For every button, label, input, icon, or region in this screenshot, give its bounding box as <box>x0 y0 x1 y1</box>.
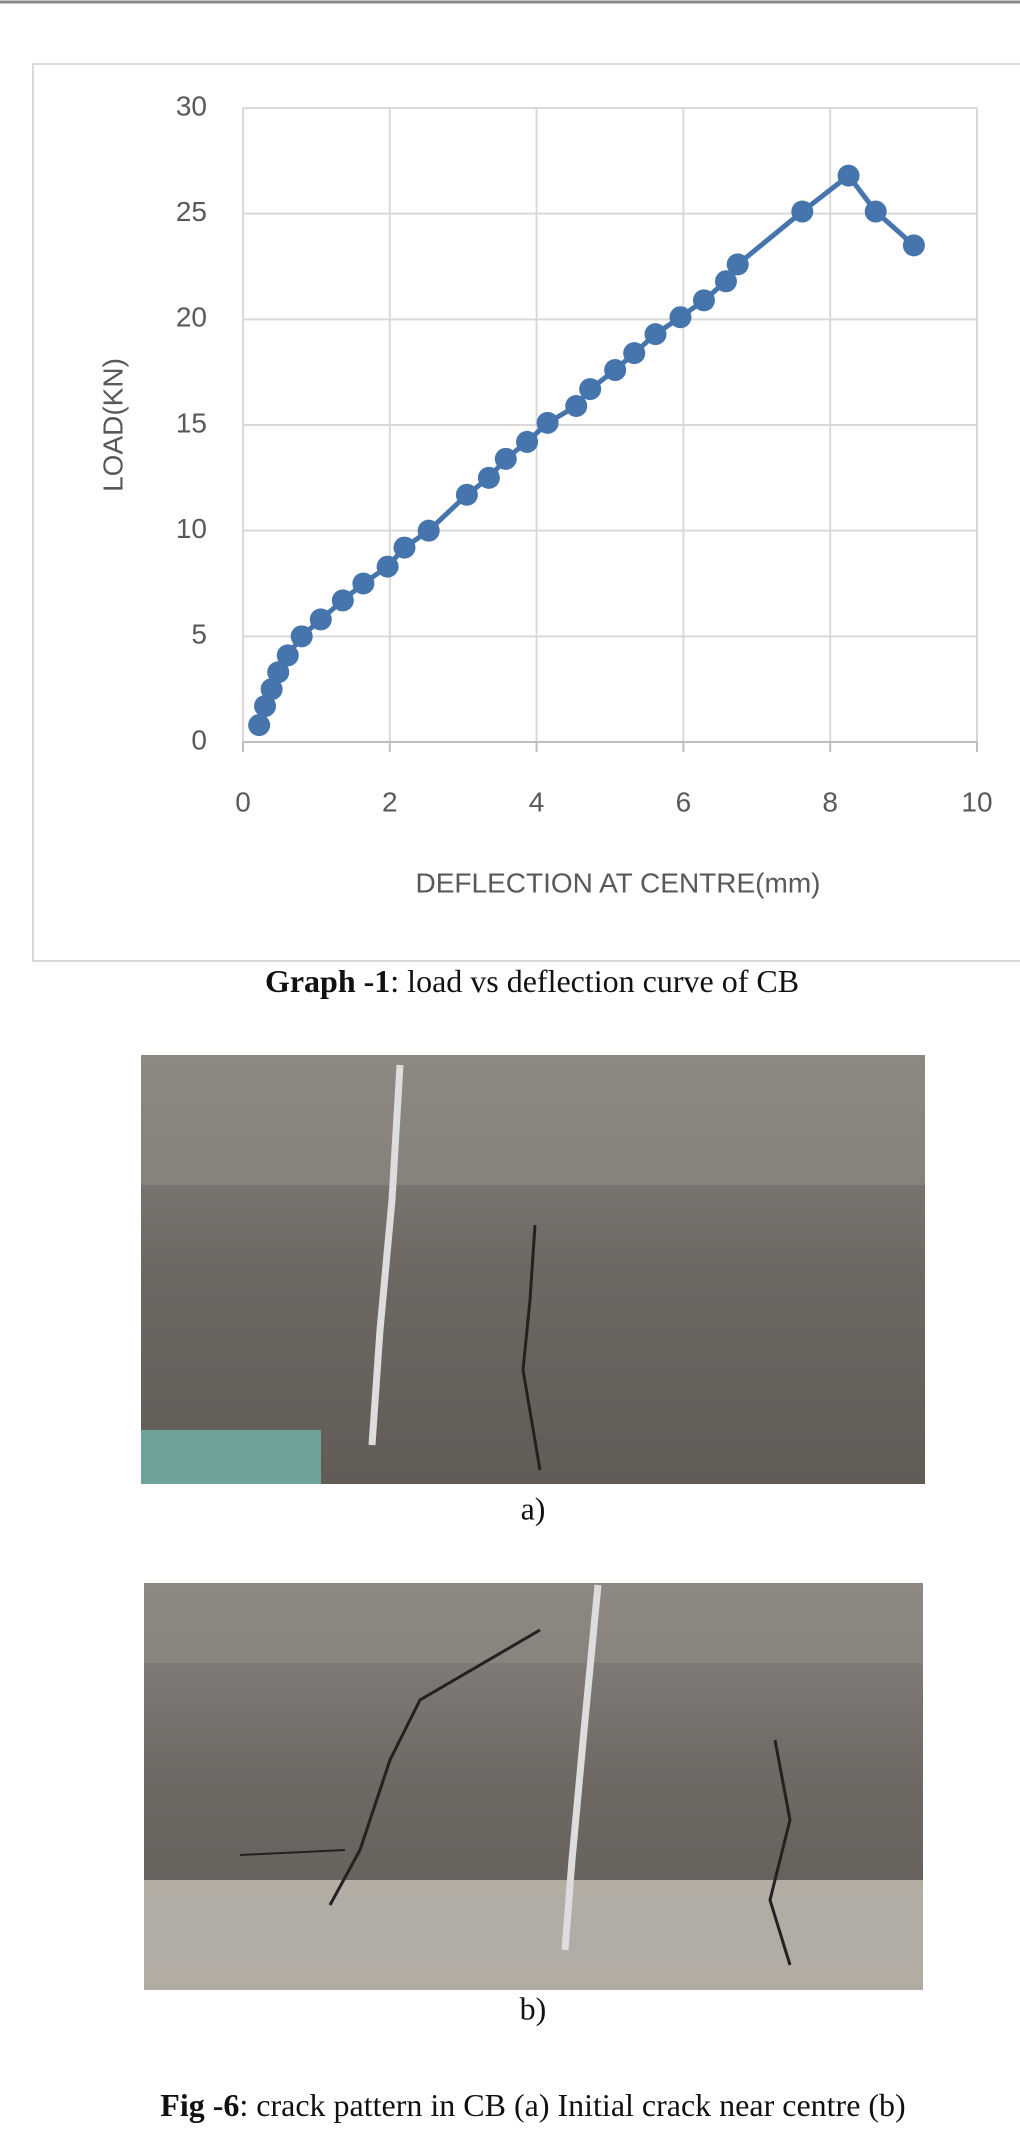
data-point <box>692 289 715 312</box>
data-point <box>393 536 416 559</box>
y-tick-label: 25 <box>176 196 207 227</box>
x-axis-label: DEFLECTION AT CENTRE(mm) <box>416 867 821 898</box>
graph-caption: Graph -1: load vs deflection curve of CB <box>265 963 799 999</box>
caption-text: : crack pattern in CB (a) Initial crack … <box>239 2087 905 2123</box>
y-tick-label: 0 <box>191 724 207 755</box>
x-tick-label: 6 <box>676 786 692 817</box>
data-point <box>565 394 588 417</box>
x-tick-label: 2 <box>382 786 398 817</box>
data-point <box>791 200 814 223</box>
caption-label: Fig -6 <box>160 2087 239 2123</box>
y-tick-label: 5 <box>191 619 207 650</box>
data-point <box>455 483 478 506</box>
data-point <box>536 411 559 434</box>
data-point <box>644 323 667 346</box>
data-point <box>309 608 332 631</box>
data-point <box>516 430 539 453</box>
figure-caption: Fig -6: crack pattern in CB (a) Initial … <box>160 2087 905 2123</box>
data-point <box>417 519 440 542</box>
data-point <box>714 270 737 293</box>
data-point <box>477 466 500 489</box>
data-point <box>837 164 860 187</box>
data-point <box>254 695 277 718</box>
y-axis-label: LOAD(KN) <box>97 358 128 492</box>
x-tick-label: 4 <box>529 786 545 817</box>
data-point <box>864 200 887 223</box>
data-point <box>290 625 313 648</box>
data-point <box>276 644 299 667</box>
x-tick-label: 0 <box>235 786 251 817</box>
photo-a <box>141 1055 925 1484</box>
data-point <box>331 589 354 612</box>
data-point <box>352 572 375 595</box>
data-point <box>267 661 290 684</box>
data-point <box>902 234 925 257</box>
photo-label: a) <box>521 1490 546 1526</box>
data-point <box>669 306 692 329</box>
y-tick-label: 30 <box>176 90 207 121</box>
y-tick-label: 15 <box>176 407 207 438</box>
data-point <box>376 555 399 578</box>
photo-label: b) <box>520 1990 547 2026</box>
data-point <box>726 253 749 276</box>
data-point <box>248 714 271 737</box>
caption-label: Graph -1 <box>265 963 390 999</box>
data-point <box>623 342 646 365</box>
data-point <box>260 678 283 701</box>
x-tick-label: 10 <box>961 786 992 817</box>
data-point <box>579 378 602 401</box>
plot: 0 5 10 15 20 25 30 0 2 4 6 8 10 <box>176 90 993 817</box>
data-point <box>494 447 517 470</box>
y-tick-label: 20 <box>176 302 207 333</box>
y-tick-label: 10 <box>176 513 207 544</box>
x-tick-label: 8 <box>822 786 838 817</box>
caption-text: : load vs deflection curve of CB <box>390 963 799 999</box>
data-point <box>604 359 627 382</box>
photo-b <box>144 1583 923 1990</box>
